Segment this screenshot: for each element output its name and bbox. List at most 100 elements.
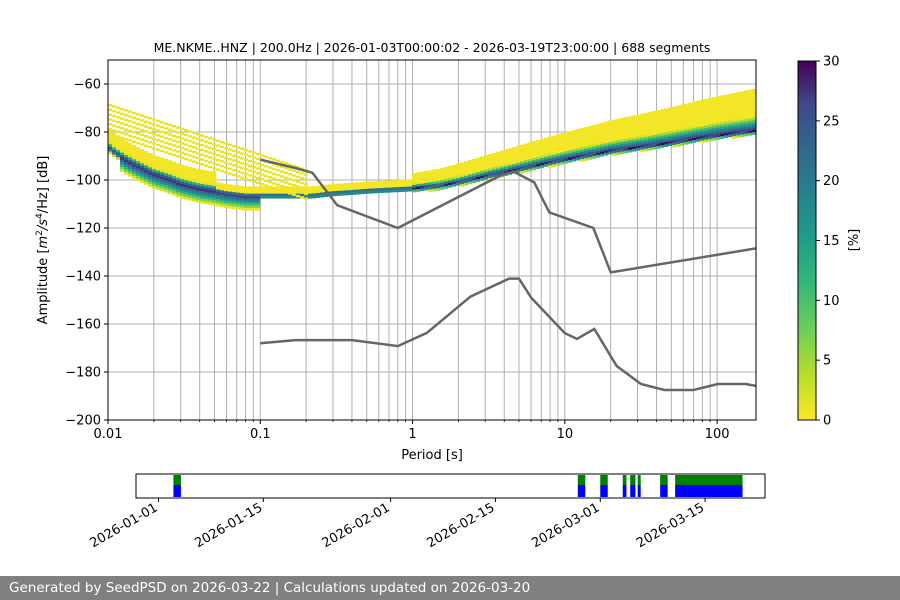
- psd-cell: [748, 111, 753, 114]
- psd-cell: [280, 196, 285, 199]
- psd-cell: [676, 131, 681, 135]
- psd-cell: [732, 104, 737, 108]
- psd-cell: [564, 156, 569, 159]
- psd-cell: [672, 106, 677, 110]
- psd-cell: [160, 164, 165, 168]
- psd-cell: [240, 197, 245, 201]
- psd-cell: [116, 130, 120, 133]
- psd-cell: [280, 170, 284, 173]
- psd-cell: [420, 183, 425, 187]
- psd-cell: [328, 191, 333, 195]
- psd-cell: [376, 183, 381, 186]
- data-availability-timeline: 2026-01-01 2026-01-15 2026-02-01 2026-02-15…: [88, 473, 766, 551]
- psd-cell: [536, 154, 541, 158]
- psd-cell: [680, 143, 685, 146]
- psd-cell: [224, 156, 228, 160]
- psd-cell: [156, 182, 161, 186]
- psd-cell: [752, 108, 756, 111]
- psd-cell: [692, 116, 697, 119]
- psd-cell: [720, 129, 725, 132]
- psd-cell: [712, 101, 717, 105]
- psd-cell: [192, 177, 197, 180]
- psd-cell: [600, 141, 605, 145]
- psd-cell: [492, 162, 497, 166]
- psd-cell: [744, 124, 749, 127]
- psd-cell: [120, 147, 125, 151]
- psd-cell: [584, 126, 589, 130]
- psd-cell: [156, 158, 161, 162]
- psd-cell: [120, 167, 125, 170]
- psd-cell: [572, 132, 577, 136]
- psd-cell: [748, 101, 753, 105]
- psd-cell: [552, 145, 557, 148]
- psd-cell: [164, 177, 169, 181]
- psd-cell: [280, 186, 285, 189]
- psd-cell: [392, 180, 397, 183]
- psd-cell: [724, 135, 729, 139]
- psd-cell: [348, 182, 353, 186]
- psd-cell: [644, 139, 649, 142]
- psd-cell: [216, 187, 221, 190]
- psd-cell: [456, 175, 461, 179]
- psd-cell: [188, 193, 193, 196]
- psd-cell: [736, 120, 741, 124]
- psd-cell: [228, 189, 233, 192]
- psd-cell: [448, 180, 453, 183]
- psd-cell: [600, 129, 605, 133]
- psd-cell: [356, 187, 361, 190]
- psd-cell: [544, 161, 549, 165]
- psd-cell: [732, 102, 737, 106]
- psd-cell: [152, 186, 157, 189]
- psd-cell: [580, 144, 585, 148]
- psd-cell: [240, 205, 245, 208]
- psd-cell: [440, 184, 445, 188]
- psd-cell: [212, 147, 216, 151]
- psd-cell: [584, 158, 589, 161]
- psd-cell: [364, 181, 369, 185]
- psd-cell: [228, 194, 233, 197]
- psd-cell: [660, 118, 665, 122]
- psd-cell: [288, 188, 293, 192]
- psd-cell: [628, 123, 633, 127]
- psd-cell: [528, 166, 533, 169]
- psd-cell: [196, 192, 201, 196]
- psd-cell: [548, 136, 553, 140]
- psd-cell: [552, 161, 557, 165]
- psd-cell: [692, 106, 697, 110]
- high-noise-model-line: [260, 158, 756, 274]
- psd-cell: [620, 122, 625, 126]
- psd-cell: [744, 107, 749, 110]
- psd-cell: [136, 127, 140, 130]
- psd-cell: [284, 196, 289, 199]
- psd-cell: [636, 136, 641, 139]
- psd-cell: [164, 182, 169, 186]
- psd-cell: [600, 125, 605, 128]
- psd-cell: [280, 179, 284, 183]
- psd-cell: [720, 109, 725, 113]
- psd-density-heatmap: [108, 88, 756, 211]
- psd-cell: [668, 138, 673, 142]
- psd-cell: [284, 190, 288, 194]
- psd-cell: [184, 180, 189, 183]
- psd-cell: [652, 123, 657, 126]
- psd-cell: [200, 158, 204, 161]
- psd-cell: [560, 133, 565, 136]
- psd-cell: [180, 169, 185, 173]
- psd-cell: [304, 186, 309, 189]
- psd-cell: [516, 148, 521, 151]
- psd-cell: [444, 171, 449, 175]
- psd-cell: [564, 141, 569, 145]
- psd-cell: [292, 174, 296, 177]
- psd-cell: [200, 169, 205, 173]
- psd-cell: [148, 167, 153, 170]
- psd-cell: [248, 174, 252, 177]
- psd-cell: [556, 155, 561, 159]
- psd-cell: [208, 190, 213, 193]
- psd-cell: [672, 135, 677, 138]
- psd-cell: [164, 165, 169, 169]
- psd-cell: [492, 174, 497, 178]
- psd-cell: [708, 131, 713, 135]
- psd-cell: [232, 192, 237, 195]
- colorbar-label: [%]: [847, 229, 862, 252]
- psd-cell: [124, 109, 128, 112]
